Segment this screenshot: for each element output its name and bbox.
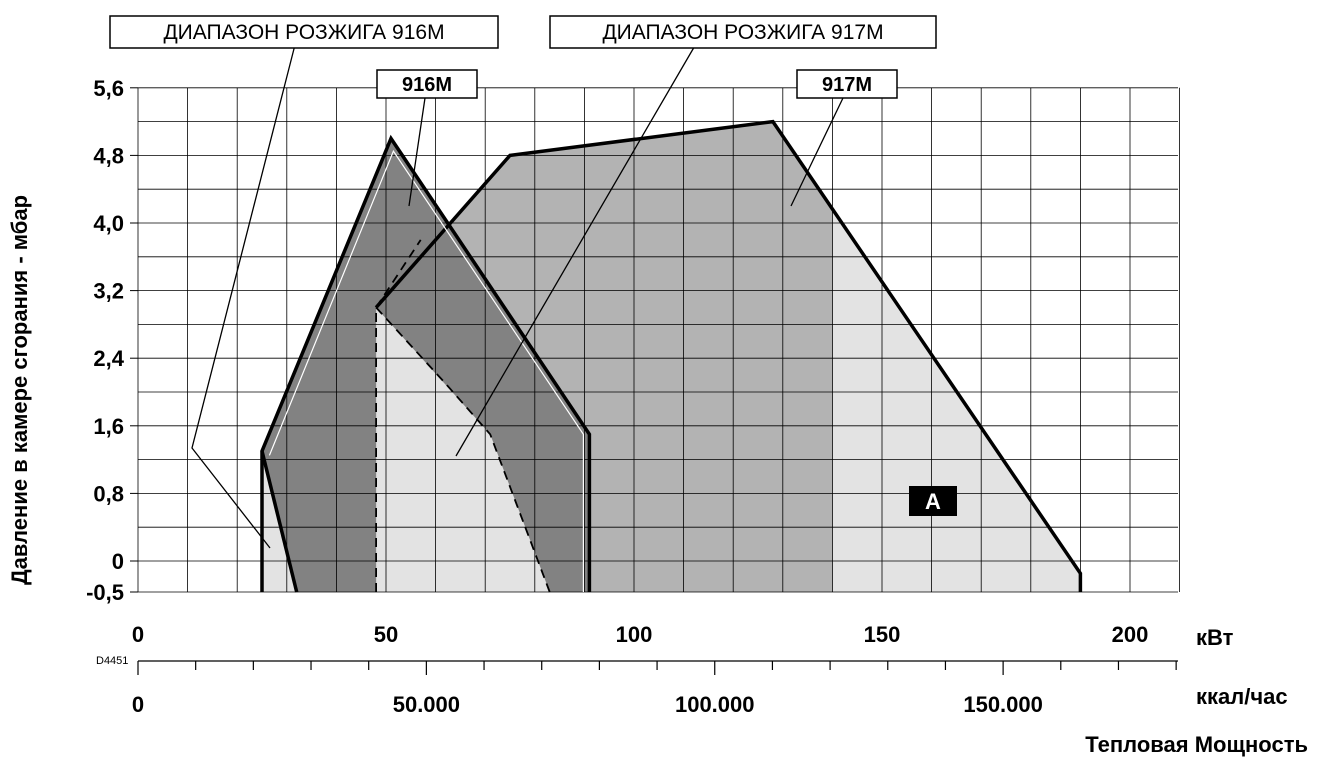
- callout-leader-0: [191, 36, 298, 549]
- range-outlines: [260, 119, 1083, 593]
- x-unit-primary: кВт: [1196, 625, 1234, 650]
- x-tick-label-kw: 0: [132, 622, 144, 647]
- callout-ignition-917m-box: [549, 15, 937, 49]
- area-fills: [262, 121, 1081, 592]
- y-tick-label: 1,6: [93, 414, 124, 439]
- x-tick-label-kw: 50: [374, 622, 398, 647]
- callout-916m-label: 916M: [402, 74, 452, 96]
- outline-ignition-916m: [260, 450, 299, 593]
- x-unit-secondary: ккал/час: [1196, 684, 1288, 709]
- outline-916m-highlight: [268, 149, 585, 592]
- callout-ignition-917m-label: ДИАПАЗОН РОЗЖИГА 917M: [602, 21, 883, 44]
- region-a-box: [909, 486, 957, 516]
- y-tick-label: 0,8: [93, 481, 124, 506]
- outline-ignition-917m-top: [375, 239, 422, 308]
- callout-916m-box: [376, 69, 478, 99]
- x-tick-label-kcal: 0: [132, 692, 144, 717]
- y-tick-label: 4,0: [93, 211, 124, 236]
- y-tick-label: 5,6: [93, 76, 124, 101]
- callout-leader-1: [455, 36, 701, 457]
- fill-ignition-917m-top: [376, 307, 550, 592]
- y-tick-label: 0: [112, 549, 124, 574]
- callout-leader-2: [408, 97, 426, 207]
- x-tick-label-kw: 100: [616, 622, 653, 647]
- y-tick-label: 4,8: [93, 143, 124, 168]
- callouts: ДИАПАЗОН РОЗЖИГА 916M ДИАПАЗОН РОЗЖИГА 91…: [109, 15, 957, 549]
- y-tick-label: 3,2: [93, 279, 124, 304]
- x-axis-label: Тепловая Мощность: [1085, 732, 1308, 757]
- drawing-code: D4451: [96, 655, 128, 667]
- y-tick-label: 2,4: [93, 346, 124, 371]
- outline-ignition-917m-right: [375, 306, 551, 593]
- x-tick-label-kw: 150: [864, 622, 901, 647]
- y-axis-label: Давление в камере сгорания - мбар: [7, 195, 32, 585]
- y-tick-label: -0,5: [86, 580, 124, 605]
- tick-labels: -0,5 0 0,8 1,6 2,4 3,2 4,0 4,8 5,6 0 50 100 150 200 0 5…: [86, 76, 1148, 717]
- callout-leader-3: [790, 97, 844, 207]
- callout-ignition-916m-box: [109, 15, 499, 49]
- x-tick-label-kcal: 150.000: [963, 692, 1043, 717]
- axes: [137, 660, 1178, 675]
- x-tick-label-kcal: 50.000: [393, 692, 460, 717]
- outline-917m: [374, 119, 1083, 592]
- x-tick-label-kcal: 100.000: [675, 692, 755, 717]
- region-a-label: A: [925, 489, 941, 514]
- x-tick-label-kw: 200: [1112, 622, 1149, 647]
- callout-917m-box: [796, 69, 898, 99]
- callout-917m-label: 917M: [822, 74, 872, 96]
- outline-916m: [260, 134, 592, 592]
- callout-ignition-916m-label: ДИАПАЗОН РОЗЖИГА 916M: [163, 21, 444, 44]
- grid-lines: [130, 87, 1180, 593]
